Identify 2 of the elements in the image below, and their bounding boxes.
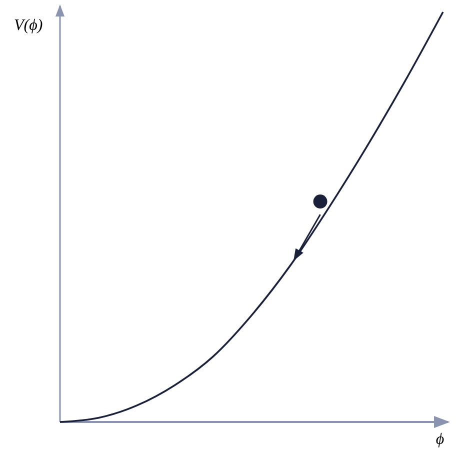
x-axis-title: ϕ [436, 431, 444, 448]
y-axis-title: V(ϕ) [14, 17, 43, 34]
